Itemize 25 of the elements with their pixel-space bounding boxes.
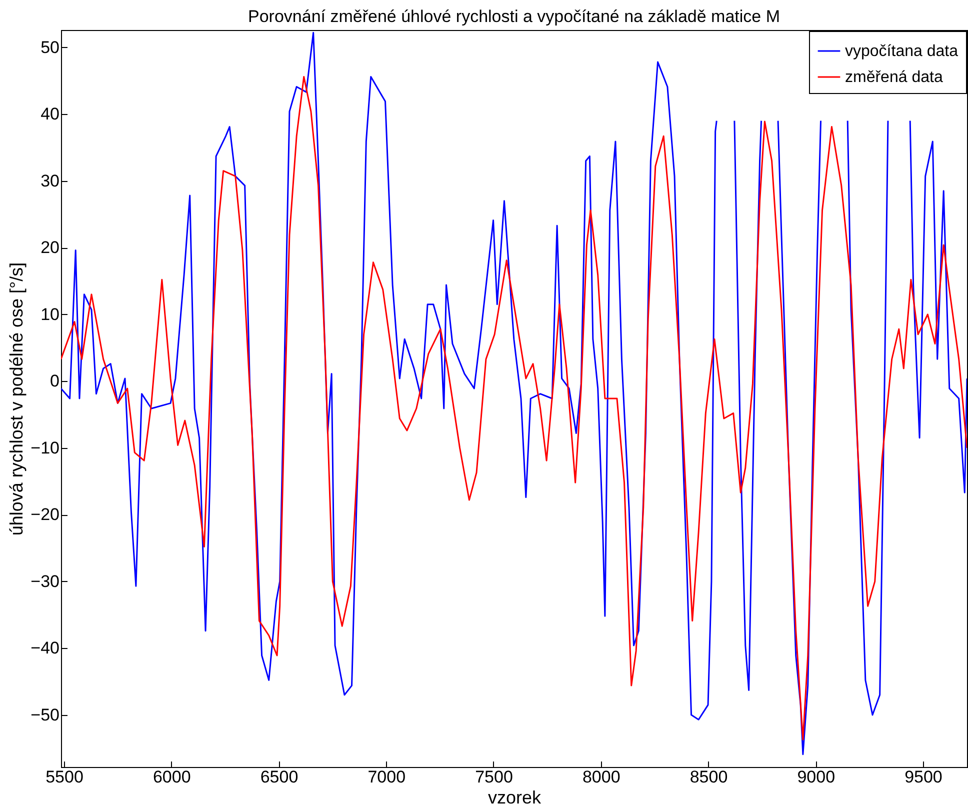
legend-label: změřená data [845, 69, 943, 86]
y-tick-label: −50 [30, 705, 60, 724]
x-tick-label: 6000 [152, 768, 191, 786]
x-tick-label: 8000 [582, 768, 620, 786]
x-tick-label: 6500 [260, 768, 298, 786]
x-tick-label: 7000 [368, 768, 406, 786]
y-tick-label: −30 [30, 572, 60, 591]
y-tick-label: 40 [40, 104, 60, 124]
y-tick-label: 50 [40, 38, 60, 57]
x-tick-label: 9500 [904, 768, 942, 786]
x-axis-title: vzorek [488, 788, 542, 808]
legend-label: vypočítana data [845, 43, 958, 60]
y-tick-label: 0 [50, 372, 60, 391]
x-tick-label: 5500 [46, 768, 84, 786]
x-tick-label: 8500 [690, 768, 728, 786]
y-axis-title: úhlová rychlost v podélné ose [°/s] [6, 262, 27, 536]
x-tick-label: 7500 [475, 768, 513, 786]
y-tick-label: 30 [40, 171, 60, 190]
y-tick-label: −40 [30, 638, 60, 658]
y-tick-label: 10 [40, 304, 60, 324]
x-tick-label: 9000 [797, 768, 836, 786]
y-tick-label: 20 [40, 238, 60, 258]
chart-title: Porovnání změřené úhlové rychlosti a vypočítané na základě matice M [248, 7, 780, 26]
y-tick-label: −20 [30, 505, 60, 524]
y-tick-label: −10 [30, 438, 60, 458]
